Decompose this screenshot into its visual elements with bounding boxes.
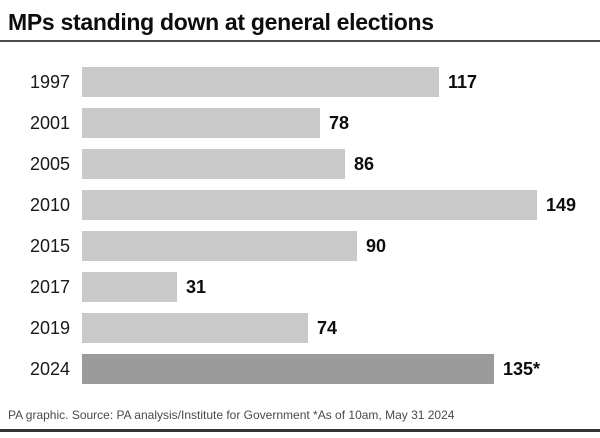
chart-title: MPs standing down at general elections <box>8 9 434 35</box>
header: MPs standing down at general elections <box>0 0 600 42</box>
bar <box>82 231 357 261</box>
bar <box>82 272 177 302</box>
chart-row: 2010 149 <box>0 190 600 220</box>
bar-chart: 1997 117 2001 78 2005 86 2010 149 2015 9… <box>0 42 600 384</box>
chart-row: 2017 31 <box>0 272 600 302</box>
bar <box>82 354 494 384</box>
value-label: 31 <box>186 276 207 297</box>
value-label: 74 <box>317 317 338 338</box>
year-label: 2005 <box>29 153 70 174</box>
value-label: 117 <box>448 71 478 92</box>
bar <box>82 149 345 179</box>
source-note: PA graphic. Source: PA analysis/Institut… <box>8 408 455 422</box>
year-label: 2001 <box>29 112 70 133</box>
chart-row: 2019 74 <box>0 313 600 343</box>
value-label: 78 <box>329 112 350 133</box>
chart-row: 2015 90 <box>0 231 600 261</box>
chart-row: 2024 135* <box>0 354 600 384</box>
value-label: 149 <box>546 194 577 215</box>
bar <box>82 190 537 220</box>
value-label: 90 <box>366 235 387 256</box>
year-label: 2010 <box>29 194 70 215</box>
chart-row: 1997 117 <box>0 67 600 97</box>
bar <box>82 67 439 97</box>
year-label: 2019 <box>29 317 70 338</box>
bar <box>82 108 320 138</box>
value-label: 86 <box>354 153 375 174</box>
bottom-rule <box>0 429 600 432</box>
year-label: 2017 <box>29 276 70 297</box>
year-label: 2024 <box>29 358 70 379</box>
value-label: 135* <box>503 358 541 379</box>
year-label: 1997 <box>29 71 70 92</box>
chart-row: 2001 78 <box>0 108 600 138</box>
chart-row: 2005 86 <box>0 149 600 179</box>
bar <box>82 313 308 343</box>
year-label: 2015 <box>29 235 70 256</box>
